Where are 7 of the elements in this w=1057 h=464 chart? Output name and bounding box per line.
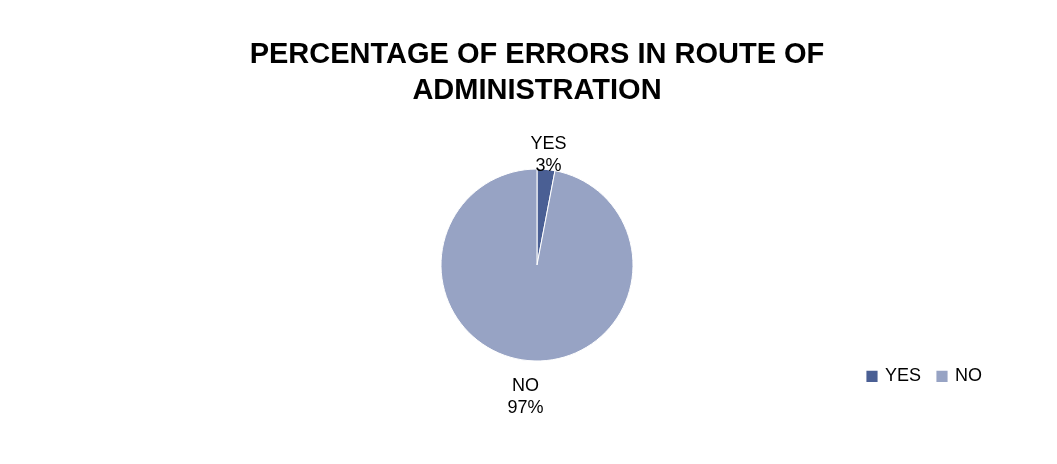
slice-label: YES <box>530 132 567 153</box>
chart-title: PERCENTAGE OF ERRORS IN ROUTE OF ADMINISTRATION <box>249 37 825 105</box>
data-label: 3% <box>535 154 562 175</box>
data-label: 97% <box>507 397 544 418</box>
slice-label: NO <box>512 375 540 396</box>
legend-label: NO <box>955 365 982 386</box>
legend-label: YES <box>885 365 922 386</box>
